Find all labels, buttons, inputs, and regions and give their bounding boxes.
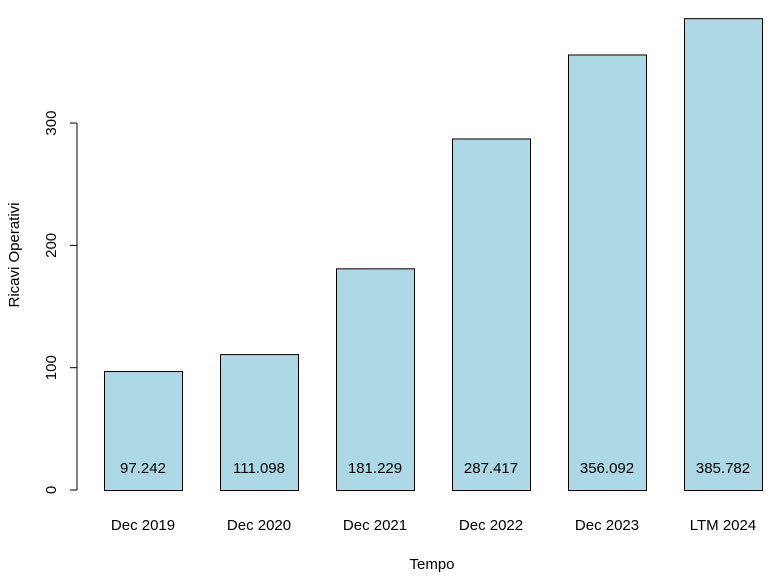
bar-ltm-2024: [684, 18, 763, 492]
x-tick-label: LTM 2024: [690, 517, 756, 534]
x-tick-label: Dec 2019: [111, 517, 175, 534]
bar-value-label: 356.092: [580, 460, 634, 477]
bar-value-label: 181.229: [348, 460, 402, 477]
x-axis-title: Tempo: [409, 556, 454, 573]
x-tick-label: Dec 2022: [459, 517, 523, 534]
y-tick-label: 0: [43, 486, 60, 494]
bar-value-label: 287.417: [464, 460, 518, 477]
x-tick-label: Dec 2021: [343, 517, 407, 534]
bar-value-label: 385.782: [696, 460, 750, 477]
x-tick-label: Dec 2023: [575, 517, 639, 534]
bar-dec-2019: [104, 371, 183, 492]
x-axis-labels: Dec 2019 Dec 2020 Dec 2021 Dec 2022 Dec 2023…: [111, 517, 756, 534]
y-axis: 0 100 200 300: [43, 111, 78, 494]
bar-value-label: 97.242: [120, 460, 166, 477]
y-tick-label: 300: [43, 111, 60, 136]
bar-dec-2020: [220, 354, 299, 491]
y-tick-label: 200: [43, 233, 60, 258]
y-tick-label: 100: [43, 355, 60, 380]
bars: 97.242 111.098 181.229 287.417 356.092 385.78…: [104, 18, 763, 492]
x-tick-label: Dec 2020: [227, 517, 291, 534]
bar-value-label: 111.098: [233, 460, 285, 477]
bar-dec-2022: [452, 138, 531, 491]
y-axis-title: Ricavi Operativi: [6, 202, 23, 307]
bar-dec-2023: [568, 54, 647, 492]
bar-dec-2021: [336, 268, 415, 491]
